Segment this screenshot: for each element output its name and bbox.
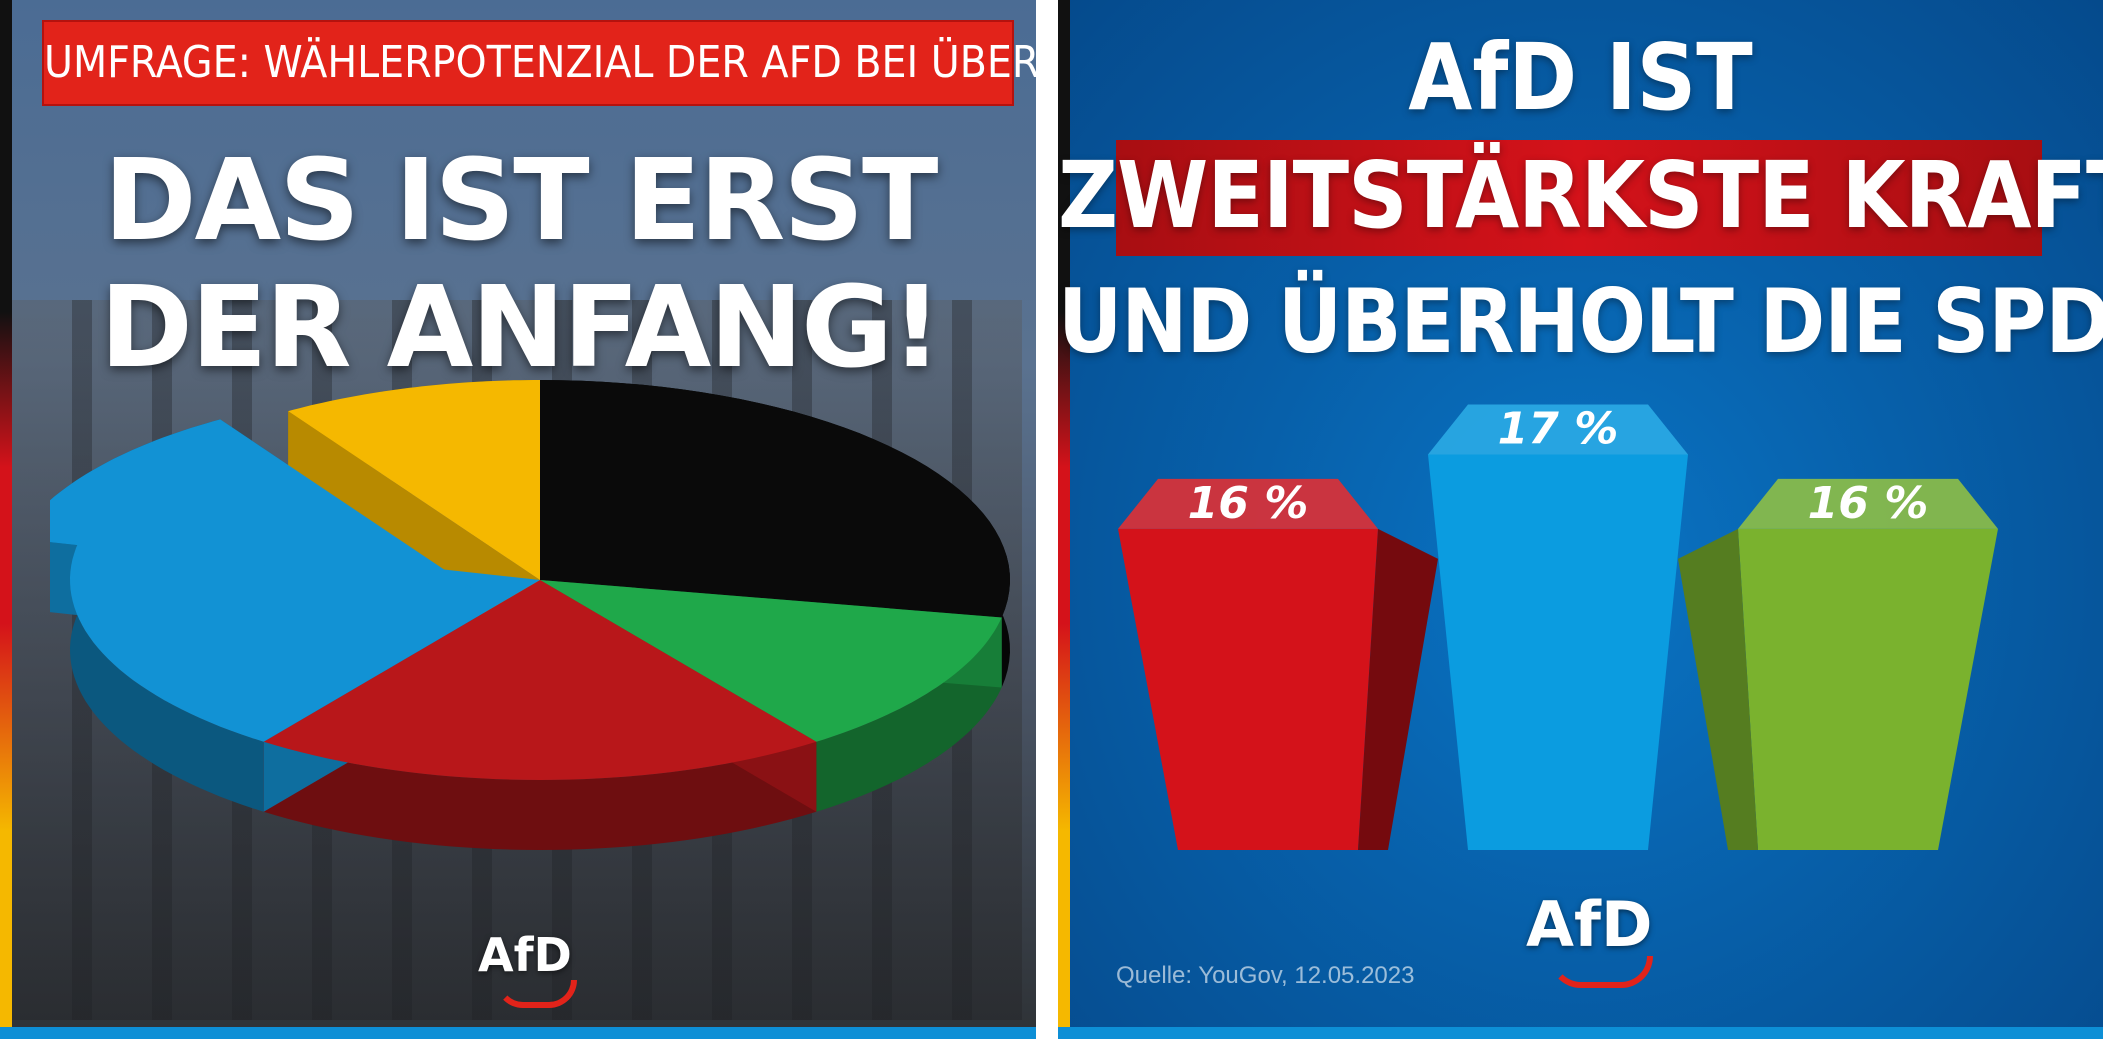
bar-side xyxy=(1678,528,1758,850)
bottom-stripe xyxy=(0,1027,1036,1039)
afd-logo: AfD xyxy=(478,928,577,1008)
bar-top-highlight xyxy=(1738,478,1998,529)
highlight-bar xyxy=(1116,140,2042,256)
bar-top xyxy=(1428,404,1688,455)
flag-stripe-right xyxy=(1058,0,1070,1039)
pie-slice xyxy=(263,580,817,780)
pie-slice xyxy=(540,580,1002,742)
source-note: Quelle: YouGov, 12.05.2023 xyxy=(1116,962,1415,989)
right-panel: AfD IST ZWEITSTÄRKSTE KRAFT UND ÜBERHOLT… xyxy=(1058,0,2103,1039)
pie-slice-side xyxy=(263,741,817,850)
bar-top-highlight xyxy=(1428,404,1688,455)
pie-slice-side xyxy=(70,530,264,812)
bottom-stripe xyxy=(1058,1027,2103,1039)
pie-slice xyxy=(50,419,473,589)
bar-value-label: 17 % xyxy=(1498,403,1619,454)
logo-arrow-icon xyxy=(1549,956,1654,988)
bar-front xyxy=(1428,454,1688,850)
pie-slice-side xyxy=(816,617,1002,812)
headline-line-2: ZWEITSTÄRKSTE KRAFT xyxy=(1058,142,2103,249)
pie-slice xyxy=(288,380,540,580)
pie-layers xyxy=(50,380,1010,850)
bar-2: 17 % xyxy=(1428,403,1688,850)
headline-line-1: DAS IST ERST xyxy=(103,136,939,266)
bar-chart: 16 % 16 % 17 % xyxy=(1118,403,1998,850)
pie-chart xyxy=(50,380,1010,850)
pie-slice xyxy=(540,380,1010,618)
afd-logo-text: AfD xyxy=(478,928,572,982)
afd-logo: AfD xyxy=(1526,888,1654,988)
afd-logo-text: AfD xyxy=(1526,888,1653,961)
bar-top xyxy=(1118,478,1378,529)
flag-stripe-left xyxy=(0,0,12,1039)
bar-side xyxy=(1358,528,1438,850)
pie-slice xyxy=(70,530,540,742)
bar-value-label: 16 % xyxy=(1188,478,1309,529)
headline-line-1: AfD IST xyxy=(1408,24,1753,131)
left-panel: UMFRAGE: WÄHLERPOTENZIAL DER AFD BEI ÜBE… xyxy=(0,0,1036,1039)
headline-line-3: UND ÜBERHOLT DIE SPD! xyxy=(1058,270,2103,373)
bar-front xyxy=(1738,528,1998,850)
survey-banner: UMFRAGE: WÄHLERPOTENZIAL DER AFD BEI ÜBE… xyxy=(42,20,1036,106)
bar-value-label: 16 % xyxy=(1808,478,1929,529)
bar-1: 16 % xyxy=(1118,478,1438,850)
bar-front xyxy=(1118,528,1378,850)
bar-top xyxy=(1738,478,1998,529)
bar-3: 16 % xyxy=(1678,478,1998,850)
headline-line-2: DER ANFANG! xyxy=(99,263,942,393)
bar-top-highlight xyxy=(1118,478,1378,529)
